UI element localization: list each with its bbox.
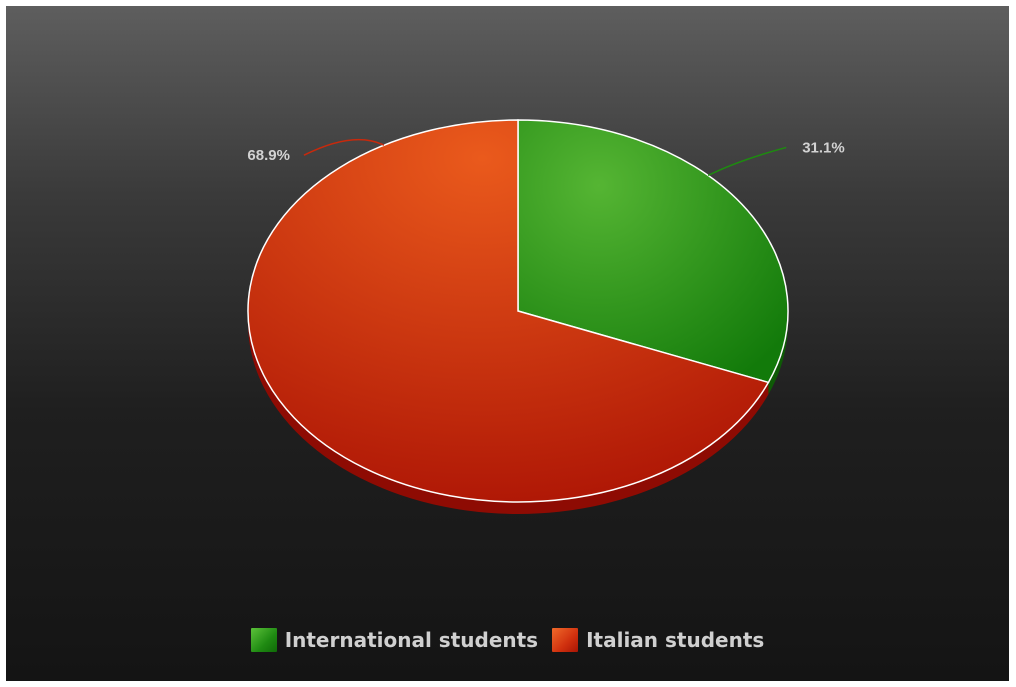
legend-label: Italian students xyxy=(586,628,765,652)
legend-swatch-international-students xyxy=(250,628,277,652)
chart-panel: 31.1% 68.9% International students Italia… xyxy=(6,6,1009,681)
label-connector-italian-students xyxy=(303,138,385,156)
pie-slice-international-students[interactable] xyxy=(517,119,789,384)
pie-slice-italian-students[interactable] xyxy=(247,119,770,503)
pie-chart: 31.1% 68.9% xyxy=(247,119,845,515)
legend-label: International students xyxy=(284,628,539,652)
pie-slices xyxy=(247,119,789,503)
legend-item-international-students[interactable]: International students xyxy=(250,628,539,652)
label-connector-international-students xyxy=(707,146,787,177)
legend: International students Italian students xyxy=(6,628,1009,652)
data-label-italian-students: 68.9% xyxy=(247,147,290,164)
pie-labels: 31.1% 68.9% xyxy=(247,138,845,177)
data-label-international-students: 31.1% xyxy=(802,139,845,156)
legend-item-italian-students[interactable]: Italian students xyxy=(552,628,764,652)
legend-swatch-italian-students xyxy=(552,628,579,652)
